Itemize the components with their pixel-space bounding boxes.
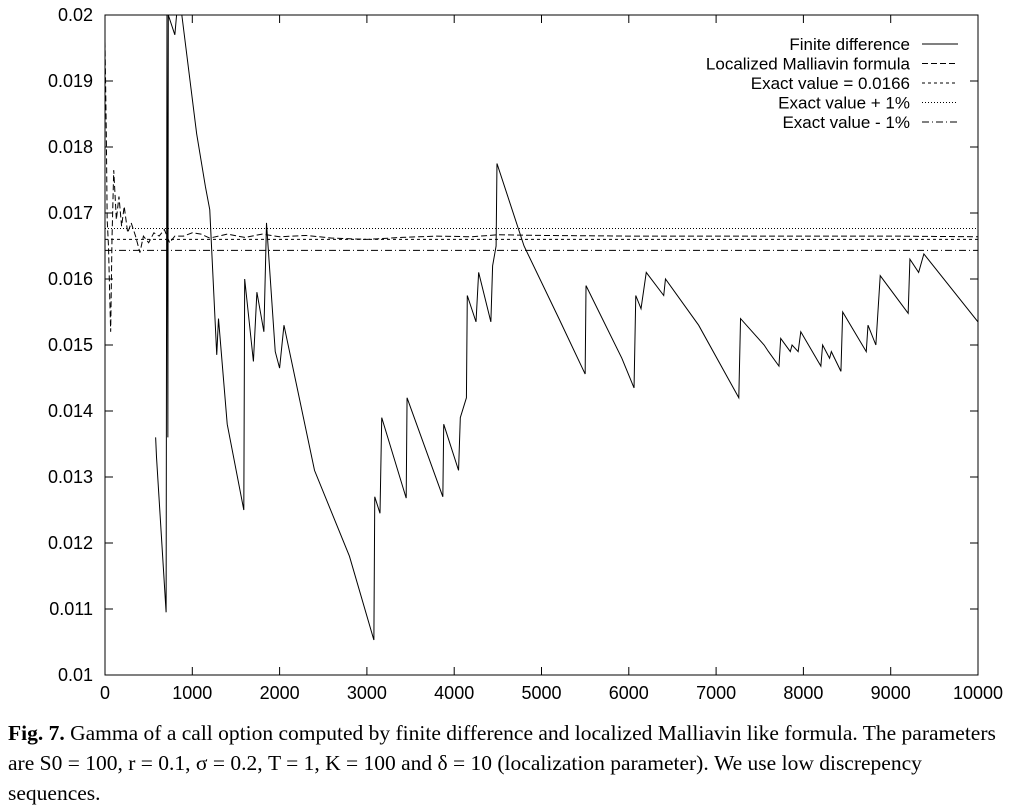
axis-ticks xyxy=(104,14,979,676)
x-tick-label: 5000 xyxy=(521,683,561,703)
x-tick-label: 3000 xyxy=(347,683,387,703)
y-tick-label: 0.014 xyxy=(48,401,93,421)
x-tick-label: 10000 xyxy=(953,683,1003,703)
legend-label: Exact value = 0.0166 xyxy=(751,74,910,93)
x-tick-label: 9000 xyxy=(871,683,911,703)
legend-label: Exact value + 1% xyxy=(778,94,910,113)
legend-label: Exact value - 1% xyxy=(782,113,910,132)
figure-caption: Fig. 7. Gamma of a call option computed … xyxy=(8,718,1013,808)
y-tick-label: 0.01 xyxy=(58,665,93,685)
gamma-chart: 0 1000 2000 3000 4000 5000 6000 7000 8000 9000 100… xyxy=(48,5,1003,703)
y-tick-label: 0.015 xyxy=(48,335,93,355)
y-tick-label: 0.011 xyxy=(49,599,93,619)
legend-label: Localized Malliavin formula xyxy=(706,55,911,74)
axis-tick-labels: 0 1000 2000 3000 4000 5000 6000 7000 8000 9000 100… xyxy=(48,5,1003,703)
y-tick-label: 0.012 xyxy=(48,533,93,553)
x-tick-label: 2000 xyxy=(260,683,300,703)
legend-label: Finite difference xyxy=(789,35,910,54)
y-tick-label: 0.02 xyxy=(58,5,93,25)
y-tick-label: 0.013 xyxy=(48,467,93,487)
x-tick-label: 6000 xyxy=(609,683,649,703)
x-tick-label: 4000 xyxy=(434,683,474,703)
x-tick-label: 7000 xyxy=(696,683,736,703)
caption-text: Gamma of a call option computed by finit… xyxy=(8,721,996,805)
x-tick-label: 0 xyxy=(100,683,110,703)
y-tick-label: 0.018 xyxy=(48,137,93,157)
y-tick-label: 0.019 xyxy=(48,71,93,91)
series-layer xyxy=(105,15,978,641)
x-tick-label: 1000 xyxy=(172,683,212,703)
y-tick-label: 0.016 xyxy=(48,269,93,289)
series-0-line xyxy=(155,15,978,641)
x-tick-label: 8000 xyxy=(783,683,823,703)
y-tick-label: 0.017 xyxy=(48,203,93,223)
caption-label: Fig. 7. xyxy=(8,721,65,745)
